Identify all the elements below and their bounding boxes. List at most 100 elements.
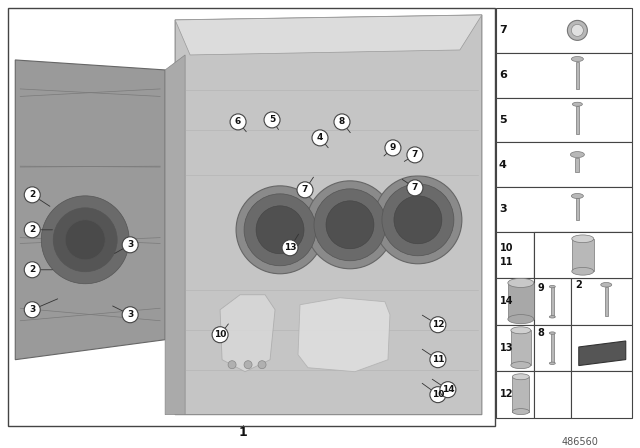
Bar bbox=[534, 232, 632, 278]
Bar bbox=[571, 325, 632, 371]
Bar bbox=[534, 371, 571, 418]
Circle shape bbox=[385, 140, 401, 156]
Bar bbox=[496, 232, 534, 278]
Circle shape bbox=[568, 20, 588, 40]
Text: 9: 9 bbox=[538, 283, 545, 293]
Circle shape bbox=[24, 187, 40, 203]
Text: 8: 8 bbox=[339, 117, 345, 126]
Ellipse shape bbox=[549, 332, 556, 334]
Circle shape bbox=[230, 114, 246, 130]
Ellipse shape bbox=[601, 283, 612, 287]
Circle shape bbox=[382, 184, 454, 256]
Text: 6: 6 bbox=[235, 117, 241, 126]
Circle shape bbox=[228, 361, 236, 369]
Text: 4: 4 bbox=[499, 159, 507, 170]
Circle shape bbox=[440, 382, 456, 398]
Ellipse shape bbox=[570, 151, 584, 158]
Polygon shape bbox=[175, 15, 482, 55]
Text: 11: 11 bbox=[500, 257, 513, 267]
Circle shape bbox=[122, 237, 138, 253]
Bar bbox=[571, 371, 632, 418]
Circle shape bbox=[306, 181, 394, 269]
Circle shape bbox=[258, 361, 266, 369]
Bar bbox=[8, 8, 495, 426]
Text: 7: 7 bbox=[412, 183, 418, 192]
Bar bbox=[496, 371, 534, 418]
Bar bbox=[496, 142, 632, 187]
Bar bbox=[551, 333, 554, 363]
Ellipse shape bbox=[511, 362, 531, 369]
Circle shape bbox=[264, 112, 280, 128]
Polygon shape bbox=[175, 15, 482, 415]
Ellipse shape bbox=[572, 267, 594, 275]
Bar bbox=[571, 278, 632, 325]
Text: 8: 8 bbox=[538, 328, 545, 338]
Text: 3: 3 bbox=[127, 240, 133, 249]
Circle shape bbox=[314, 189, 386, 261]
Circle shape bbox=[430, 352, 446, 368]
Circle shape bbox=[326, 201, 374, 249]
Text: 3: 3 bbox=[499, 204, 507, 215]
Text: 3: 3 bbox=[29, 305, 35, 314]
Circle shape bbox=[407, 147, 423, 163]
Text: 2: 2 bbox=[29, 225, 35, 234]
Text: 7: 7 bbox=[499, 26, 507, 35]
Text: 7: 7 bbox=[412, 151, 418, 159]
Ellipse shape bbox=[508, 314, 534, 324]
Circle shape bbox=[282, 240, 298, 256]
Bar bbox=[534, 278, 571, 325]
Circle shape bbox=[53, 208, 117, 272]
Bar bbox=[513, 377, 529, 412]
Polygon shape bbox=[220, 295, 275, 372]
Text: 9: 9 bbox=[390, 143, 396, 152]
Text: 10: 10 bbox=[500, 243, 513, 253]
Bar bbox=[496, 278, 534, 325]
Bar bbox=[496, 325, 534, 371]
Circle shape bbox=[572, 24, 584, 36]
Bar bbox=[496, 98, 632, 142]
Bar bbox=[534, 325, 571, 371]
Circle shape bbox=[430, 317, 446, 333]
Text: 13: 13 bbox=[500, 343, 513, 353]
Text: 5: 5 bbox=[269, 116, 275, 125]
Circle shape bbox=[334, 114, 350, 130]
Circle shape bbox=[24, 302, 40, 318]
Text: 2: 2 bbox=[575, 280, 582, 290]
Circle shape bbox=[122, 307, 138, 323]
Circle shape bbox=[297, 182, 313, 198]
Circle shape bbox=[374, 176, 462, 264]
Text: 5: 5 bbox=[499, 115, 507, 125]
Circle shape bbox=[212, 327, 228, 343]
Polygon shape bbox=[579, 341, 626, 366]
Text: 486560: 486560 bbox=[561, 437, 598, 447]
Circle shape bbox=[24, 262, 40, 278]
Text: 12: 12 bbox=[431, 320, 444, 329]
Bar bbox=[511, 330, 531, 365]
Text: 7: 7 bbox=[302, 185, 308, 194]
Circle shape bbox=[312, 130, 328, 146]
Ellipse shape bbox=[549, 316, 556, 318]
Circle shape bbox=[236, 186, 324, 274]
Ellipse shape bbox=[572, 194, 584, 198]
Text: 4: 4 bbox=[317, 134, 323, 142]
Bar bbox=[496, 8, 632, 53]
Text: 10: 10 bbox=[214, 330, 227, 339]
Text: |: | bbox=[242, 425, 244, 434]
Circle shape bbox=[41, 196, 129, 284]
Bar bbox=[571, 232, 632, 278]
Ellipse shape bbox=[572, 102, 582, 106]
Ellipse shape bbox=[508, 278, 534, 288]
Circle shape bbox=[394, 196, 442, 244]
Bar bbox=[575, 106, 579, 134]
Bar bbox=[496, 53, 632, 98]
Ellipse shape bbox=[511, 327, 531, 334]
Polygon shape bbox=[298, 298, 390, 372]
Ellipse shape bbox=[572, 235, 594, 243]
Text: 2: 2 bbox=[29, 190, 35, 199]
Circle shape bbox=[244, 194, 316, 266]
Ellipse shape bbox=[549, 285, 556, 288]
Bar bbox=[572, 239, 594, 271]
Text: 1: 1 bbox=[239, 426, 248, 439]
Bar bbox=[575, 198, 579, 220]
Bar bbox=[534, 232, 571, 278]
